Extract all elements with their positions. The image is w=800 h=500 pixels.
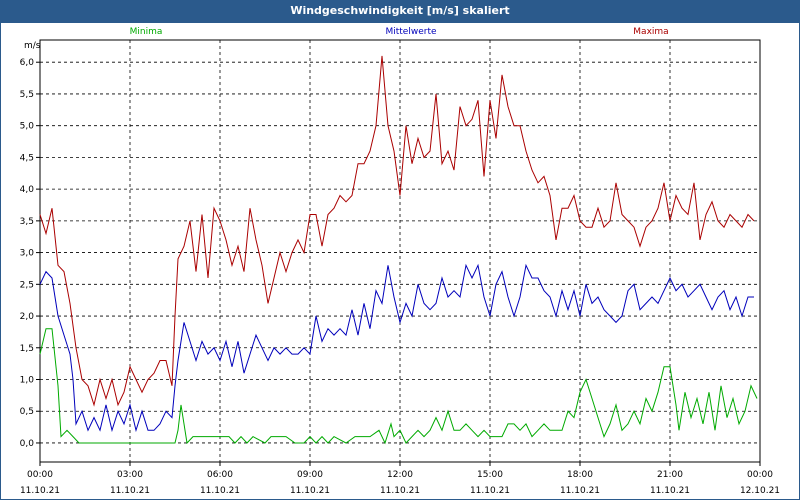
x-tick-date: 11.10.21	[380, 486, 420, 496]
x-tick-date: 11.10.21	[650, 486, 690, 496]
series-line-mittelwerte	[39, 263, 754, 433]
x-tick-date: 11.10.21	[470, 486, 510, 496]
x-tick-date: 11.10.21	[200, 486, 240, 496]
y-tick-label: 2,0	[20, 312, 35, 322]
x-tick-date: 11.10.21	[560, 486, 600, 496]
x-tick-time: 00:00	[27, 470, 53, 480]
x-tick-date: 12.10.21	[740, 486, 780, 496]
legend: Minima Mittelwerte Maxima	[130, 27, 669, 37]
x-tick-time: 18:00	[567, 470, 593, 480]
series-group	[39, 55, 758, 445]
y-tick-label: 3,5	[20, 217, 34, 227]
x-tick-time: 15:00	[477, 470, 503, 480]
y-tick-label: 5,5	[20, 90, 34, 100]
series-line-minima	[39, 328, 758, 445]
x-tick-time: 09:00	[297, 470, 323, 480]
y-tick-label: 4,5	[20, 153, 34, 163]
x-tick-time: 06:00	[207, 470, 233, 480]
y-tick-label: 0,5	[20, 407, 34, 417]
y-tick-label: 1,5	[20, 344, 34, 354]
x-tick-time: 00:00	[747, 470, 773, 480]
x-tick-date: 11.10.21	[110, 486, 150, 496]
x-tick-date: 11.10.21	[20, 486, 60, 496]
legend-entry-maxima: Maxima	[633, 27, 668, 37]
y-tick-label: 5,0	[20, 122, 35, 132]
y-tick-label: 2,5	[20, 280, 34, 290]
axes: 0,0 0,5 1,0 1,5 2,0 2,5 3,0 3,5 4,0 4,5 5,0 5,5 6,0 0…	[20, 39, 780, 496]
y-axis-label: m/s	[24, 41, 41, 51]
chart-title: Windgeschwindigkeit [m/s] skaliert	[0, 0, 800, 22]
y-tick-label: 1,0	[20, 376, 35, 386]
x-tick-time: 03:00	[117, 470, 143, 480]
plot-area-border	[39, 39, 761, 463]
y-tick-label: 0,0	[20, 439, 35, 449]
grid-lines	[40, 40, 760, 462]
series-line-maxima	[39, 55, 755, 407]
y-tick-label: 3,0	[20, 249, 35, 259]
y-tick-label: 6,0	[20, 58, 35, 68]
x-tick-time: 21:00	[657, 470, 683, 480]
legend-entry-mittelwerte: Mittelwerte	[385, 27, 436, 37]
x-tick-date: 11.10.21	[290, 486, 330, 496]
legend-entry-minima: Minima	[130, 27, 163, 37]
x-tick-time: 12:00	[387, 470, 413, 480]
y-tick-label: 4,0	[20, 185, 35, 195]
